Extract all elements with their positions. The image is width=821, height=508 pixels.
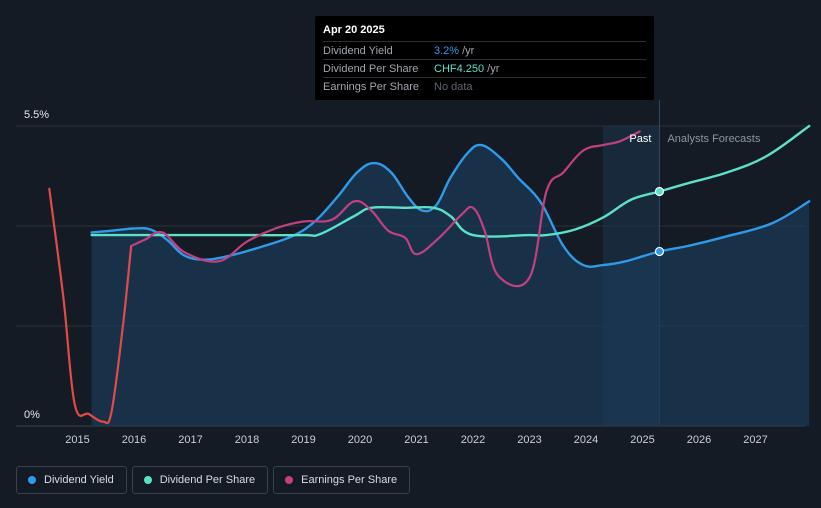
dividend-yield-line [90, 143, 811, 268]
legend-dot-icon [285, 476, 294, 484]
value-markers [654, 186, 665, 257]
tooltip-value: CHF4.250 [434, 62, 485, 75]
tooltip-label: Dividend Yield [323, 44, 393, 57]
x-tick-label: 2016 [122, 434, 146, 446]
past-region-label: Past [629, 133, 651, 145]
tooltip-label: Dividend Per Share [323, 62, 419, 75]
x-tick-label: 2018 [235, 434, 259, 446]
x-tick-label: 2022 [461, 434, 485, 446]
tooltip-row-dividend-yield: Dividend Yield 3.2% /yr [323, 41, 646, 59]
x-tick-label: 2026 [687, 434, 711, 446]
dividend-yield-area [91, 144, 810, 426]
x-tick-label: 2027 [743, 434, 767, 446]
legend-dot-icon [28, 476, 36, 484]
legend-label: Earnings Per Share [301, 474, 398, 486]
legend-label: Dividend Yield [44, 474, 114, 486]
legend-item-earnings-per-share[interactable]: Earnings Per Share [273, 466, 411, 494]
tooltip-value: No data [434, 80, 473, 93]
legend-label: Dividend Per Share [159, 474, 256, 486]
tooltip-unit: /yr [487, 62, 500, 75]
earnings-per-share-line-negative [48, 187, 133, 425]
tooltip-label: Earnings Per Share [323, 80, 419, 93]
x-tick-label: 2023 [517, 434, 541, 446]
x-tick-label: 2021 [404, 434, 428, 446]
dividend-yield-marker [654, 246, 665, 257]
series-lines [48, 124, 811, 425]
x-tick-label: 2017 [178, 434, 202, 446]
legend-dot-icon [143, 476, 152, 484]
y-tick-label: 0% [24, 409, 40, 421]
x-tick-label: 2019 [291, 434, 315, 446]
axis-labels: 0% 5.5% 2015 2016 2017 2018 2019 2020 2021 2022 20… [24, 109, 768, 446]
earnings-per-share-line [130, 130, 641, 288]
chart-legend: Dividend Yield Dividend Per Share Earnin… [16, 466, 411, 494]
x-tick-label: 2020 [348, 434, 372, 446]
tooltip-panel: Apr 20 2025 Dividend Yield 3.2% /yr Divi… [315, 16, 654, 100]
x-tick-label: 2015 [65, 434, 89, 446]
dividend-yield-fill [91, 144, 810, 426]
dividend-per-share-marker [654, 186, 665, 197]
y-tick-label: 5.5% [24, 109, 49, 121]
legend-item-dividend-per-share[interactable]: Dividend Per Share [131, 466, 269, 494]
dividend-per-share-line [90, 124, 811, 238]
legend-item-dividend-yield[interactable]: Dividend Yield [16, 466, 127, 494]
tooltip-date: Apr 20 2025 [323, 24, 385, 36]
x-tick-label: 2024 [574, 434, 598, 446]
tooltip-row-earnings-per-share: Earnings Per Share No data [323, 77, 646, 95]
tooltip-unit: /yr [462, 44, 475, 57]
tooltip-row-dividend-per-share: Dividend Per Share CHF4.250 /yr [323, 59, 646, 77]
forecast-region-label: Analysts Forecasts [667, 133, 760, 145]
tooltip-value: 3.2% [434, 44, 460, 57]
x-tick-label: 2025 [630, 434, 654, 446]
